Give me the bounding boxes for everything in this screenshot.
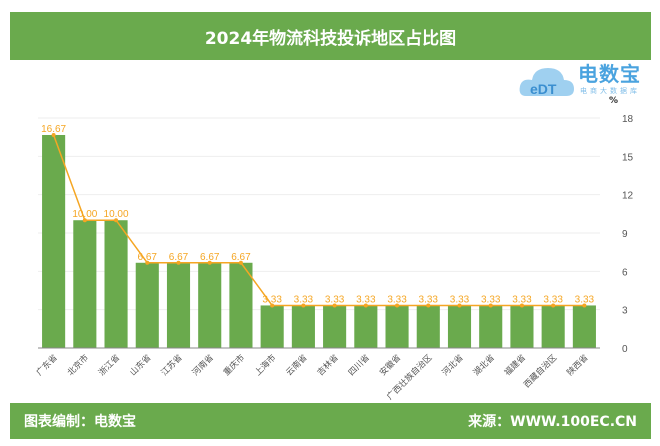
line-point — [582, 303, 587, 308]
x-tick-label: 重庆市 — [221, 352, 246, 377]
x-tick-label: 陕西省 — [565, 352, 590, 377]
line-point — [82, 218, 87, 223]
bar — [291, 305, 315, 348]
x-tick-label: 安徽省 — [377, 352, 402, 377]
x-tick-label: 云南省 — [284, 352, 309, 377]
data-label: 3.33 — [387, 294, 407, 305]
bar — [42, 134, 66, 348]
x-tick-label: 上海市 — [252, 352, 277, 377]
data-label: 6.67 — [231, 252, 251, 263]
logo-tagline: 电商大数据库 — [580, 87, 640, 95]
data-label: 6.67 — [200, 252, 220, 263]
x-tick-label: 江苏省 — [159, 352, 184, 377]
data-label: 3.33 — [419, 294, 439, 305]
x-tick-label: 浙江省 — [96, 352, 121, 377]
bar — [479, 305, 503, 348]
data-label: 3.33 — [512, 294, 532, 305]
y-tick-label: 0 — [622, 344, 628, 355]
x-tick-label: 吉林省 — [315, 352, 340, 377]
line-point — [363, 303, 368, 308]
line-point — [51, 132, 56, 137]
data-label: 10.00 — [104, 209, 129, 220]
x-tick-label: 福建省 — [502, 352, 527, 377]
data-label: 3.33 — [294, 294, 314, 305]
cloud-logo-icon: eDT — [519, 68, 574, 97]
data-label: 3.33 — [450, 294, 470, 305]
chart-title: 2024年物流科技投诉地区占比图 — [10, 12, 651, 60]
data-label: 3.33 — [325, 294, 345, 305]
bar — [323, 305, 347, 348]
x-tick-label: 西藏自治区 — [521, 352, 558, 389]
y-axis-unit: % — [609, 96, 619, 106]
x-tick-label: 湖北省 — [471, 352, 496, 377]
line-point — [519, 303, 524, 308]
svg-text:eDT: eDT — [530, 81, 557, 97]
line-point — [176, 260, 181, 265]
line-point — [426, 303, 431, 308]
line-point — [238, 260, 243, 265]
line-point — [207, 260, 212, 265]
bar — [510, 305, 534, 348]
y-tick-label: 12 — [622, 191, 634, 202]
bar — [260, 305, 284, 348]
data-label: 3.33 — [262, 294, 282, 305]
x-tick-label: 山东省 — [128, 352, 153, 377]
x-tick-label: 河南省 — [190, 352, 215, 377]
y-tick-label: 18 — [622, 114, 634, 125]
bar — [73, 220, 97, 348]
line-point — [270, 303, 275, 308]
footer-source: 来源：WWW.100EC.CN — [468, 414, 637, 430]
bar — [385, 305, 409, 348]
x-tick-label: 北京市 — [65, 352, 90, 377]
bar — [104, 220, 128, 348]
x-tick-label: 四川省 — [346, 352, 371, 377]
bar — [447, 305, 472, 348]
line-point — [145, 260, 150, 265]
bar — [541, 305, 565, 348]
line-point — [395, 303, 400, 308]
line-point — [301, 303, 306, 308]
bar — [572, 305, 596, 348]
bar — [198, 262, 222, 348]
bar — [166, 262, 191, 348]
data-label: 6.67 — [138, 252, 158, 263]
line-point — [114, 218, 119, 223]
data-label: 3.33 — [543, 294, 563, 305]
line-point — [488, 303, 493, 308]
data-label: 3.33 — [356, 294, 376, 305]
y-tick-label: 15 — [622, 152, 634, 163]
line-point — [551, 303, 556, 308]
data-label: 10.00 — [72, 209, 97, 220]
data-label: 16.67 — [41, 124, 66, 135]
bar — [354, 305, 378, 348]
y-tick-label: 9 — [622, 229, 628, 240]
line-point — [332, 303, 337, 308]
footer-credit: 图表编制：电数宝 — [24, 414, 136, 430]
y-tick-label: 3 — [622, 306, 628, 317]
bar — [416, 305, 440, 348]
line-series — [52, 134, 585, 307]
data-label: 3.33 — [575, 294, 595, 305]
logo-name: 电数宝 — [578, 62, 641, 86]
line-point — [457, 303, 462, 308]
footer: 图表编制：电数宝 来源：WWW.100EC.CN — [10, 403, 651, 439]
bar — [229, 262, 253, 348]
data-label: 3.33 — [481, 294, 501, 305]
data-label: 6.67 — [169, 252, 189, 263]
y-tick-label: 6 — [622, 267, 628, 278]
x-tick-label: 河北省 — [440, 352, 465, 377]
bar — [135, 262, 159, 348]
x-tick-label: 广东省 — [34, 352, 59, 377]
logo: eDT 电数宝 电商大数据库 — [518, 62, 648, 98]
